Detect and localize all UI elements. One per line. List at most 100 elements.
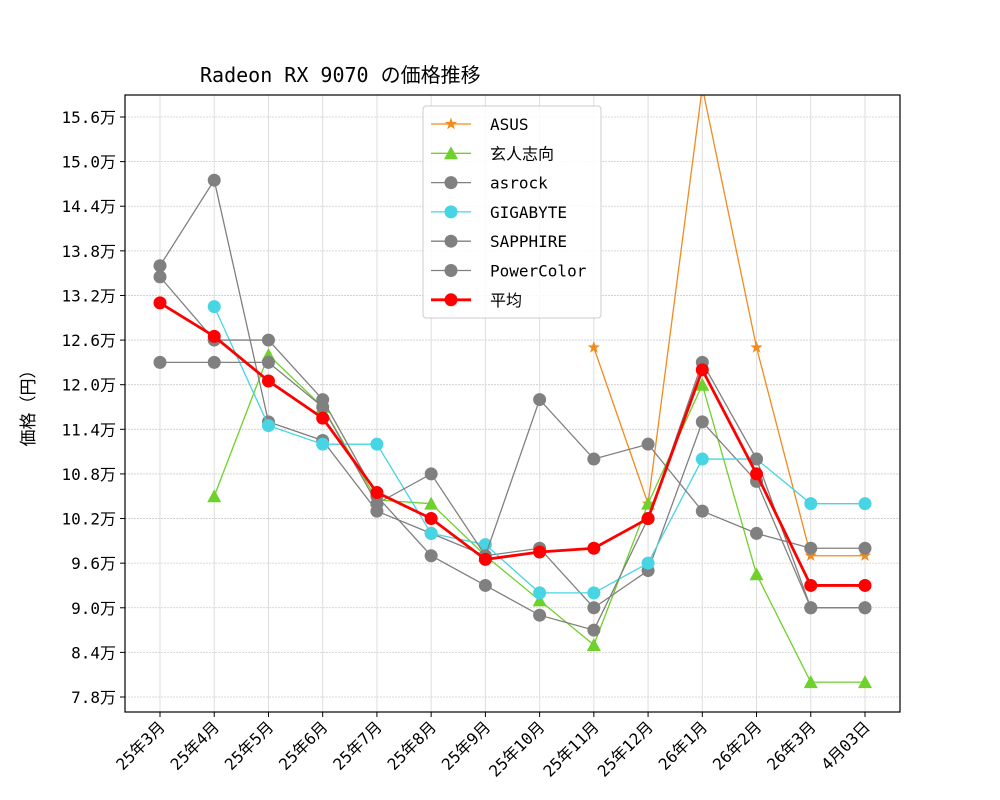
y-tick-label: 9.0万 [71,599,116,618]
data-point [207,329,221,343]
x-tick-label: 26年2月 [709,717,766,774]
plot-frame [124,94,901,713]
data-point [444,293,458,307]
data-point [533,586,547,600]
legend-entry: ASUS [431,115,529,134]
data-point [695,363,709,377]
legend-label: 玄人志向 [490,144,554,163]
data-point [749,567,764,581]
series-PowerColor [153,355,872,563]
data-point [261,374,275,388]
legend-entry: 平均 [431,291,522,310]
data-point [586,637,601,651]
data-point [424,467,438,481]
y-tick-label: 7.8万 [71,688,116,707]
y-tick-label: 8.4万 [71,643,116,662]
series-line [159,178,865,609]
y-tick-label: 12.0万 [61,376,116,395]
legend-label: 平均 [490,291,522,310]
data-point [444,117,458,130]
data-point [370,497,384,511]
data-point [587,586,601,600]
data-point [858,601,872,615]
data-point [261,355,275,369]
data-point [804,601,818,615]
y-tick-label: 11.4万 [61,420,116,439]
legend-box [422,105,602,319]
data-point [444,234,458,248]
y-tick-label: 12.6万 [61,331,116,350]
data-point [804,497,818,511]
y-tick-label: 15.0万 [61,153,116,172]
data-point [444,205,458,219]
data-point [695,415,709,429]
series-line [159,301,865,587]
legend-entry: asrock [431,174,548,193]
data-point [153,259,167,273]
data-point [424,496,439,510]
data-point [153,355,167,369]
y-axis-label: 価格（円） [19,362,39,447]
data-point [858,541,872,555]
series-line [593,95,865,557]
data-point [316,437,330,451]
y-tick-label: 13.2万 [61,286,116,305]
data-point [750,467,764,481]
data-point [370,486,384,500]
data-point [316,411,330,425]
data-point [641,437,655,451]
series-line [160,361,865,558]
x-tick-label: 25年7月 [329,717,386,774]
data-point [261,333,275,347]
data-point [641,556,655,570]
data-point [858,578,872,592]
x-tick-label: 25年12月 [594,717,657,780]
data-point [750,452,764,466]
x-tick-label: 26年3月 [763,717,820,774]
data-point [858,497,872,511]
data-point [858,675,872,689]
y-tick-label: 15.6万 [61,108,116,127]
series-ASUS [587,81,872,561]
legend-label: GIGABYTE [490,203,567,222]
data-point [207,489,222,503]
legend-label: PowerColor [490,262,587,281]
x-tick-label: 25年4月 [167,717,224,774]
x-tick-label: 25年6月 [275,717,332,774]
data-point [153,296,167,310]
y-tick-label: 10.2万 [61,510,116,529]
legend-entry: GIGABYTE [431,203,567,222]
data-point [316,400,330,414]
y-tick-label: 14.4万 [61,197,116,216]
data-point [444,146,458,160]
data-point [370,437,384,451]
data-point [153,270,167,284]
data-point [424,526,438,540]
legend-entry: SAPPHIRE [431,232,567,251]
data-point [695,452,709,466]
x-tick-label: 25年11月 [539,717,602,780]
data-point [207,355,221,369]
data-point [533,393,547,407]
data-point [444,264,458,277]
data-point [696,81,708,93]
data-point [478,552,492,566]
legend-label: ASUS [490,115,529,134]
x-tick-label: 26年1月 [655,717,712,774]
data-point [533,545,547,559]
data-point [424,512,438,526]
legend-label: SAPPHIRE [490,232,567,251]
y-tick-label: 13.8万 [61,242,116,261]
series-平均 [153,296,872,592]
data-point [750,341,763,353]
data-point [750,526,764,540]
x-tick-label: 4月03日 [817,717,874,774]
data-point [641,512,655,526]
series-line [159,276,865,631]
data-point [804,578,818,592]
x-tick-label: 25年10月 [485,717,548,780]
data-point [804,549,817,561]
x-tick-label: 25年5月 [221,717,278,774]
data-point [695,504,709,518]
